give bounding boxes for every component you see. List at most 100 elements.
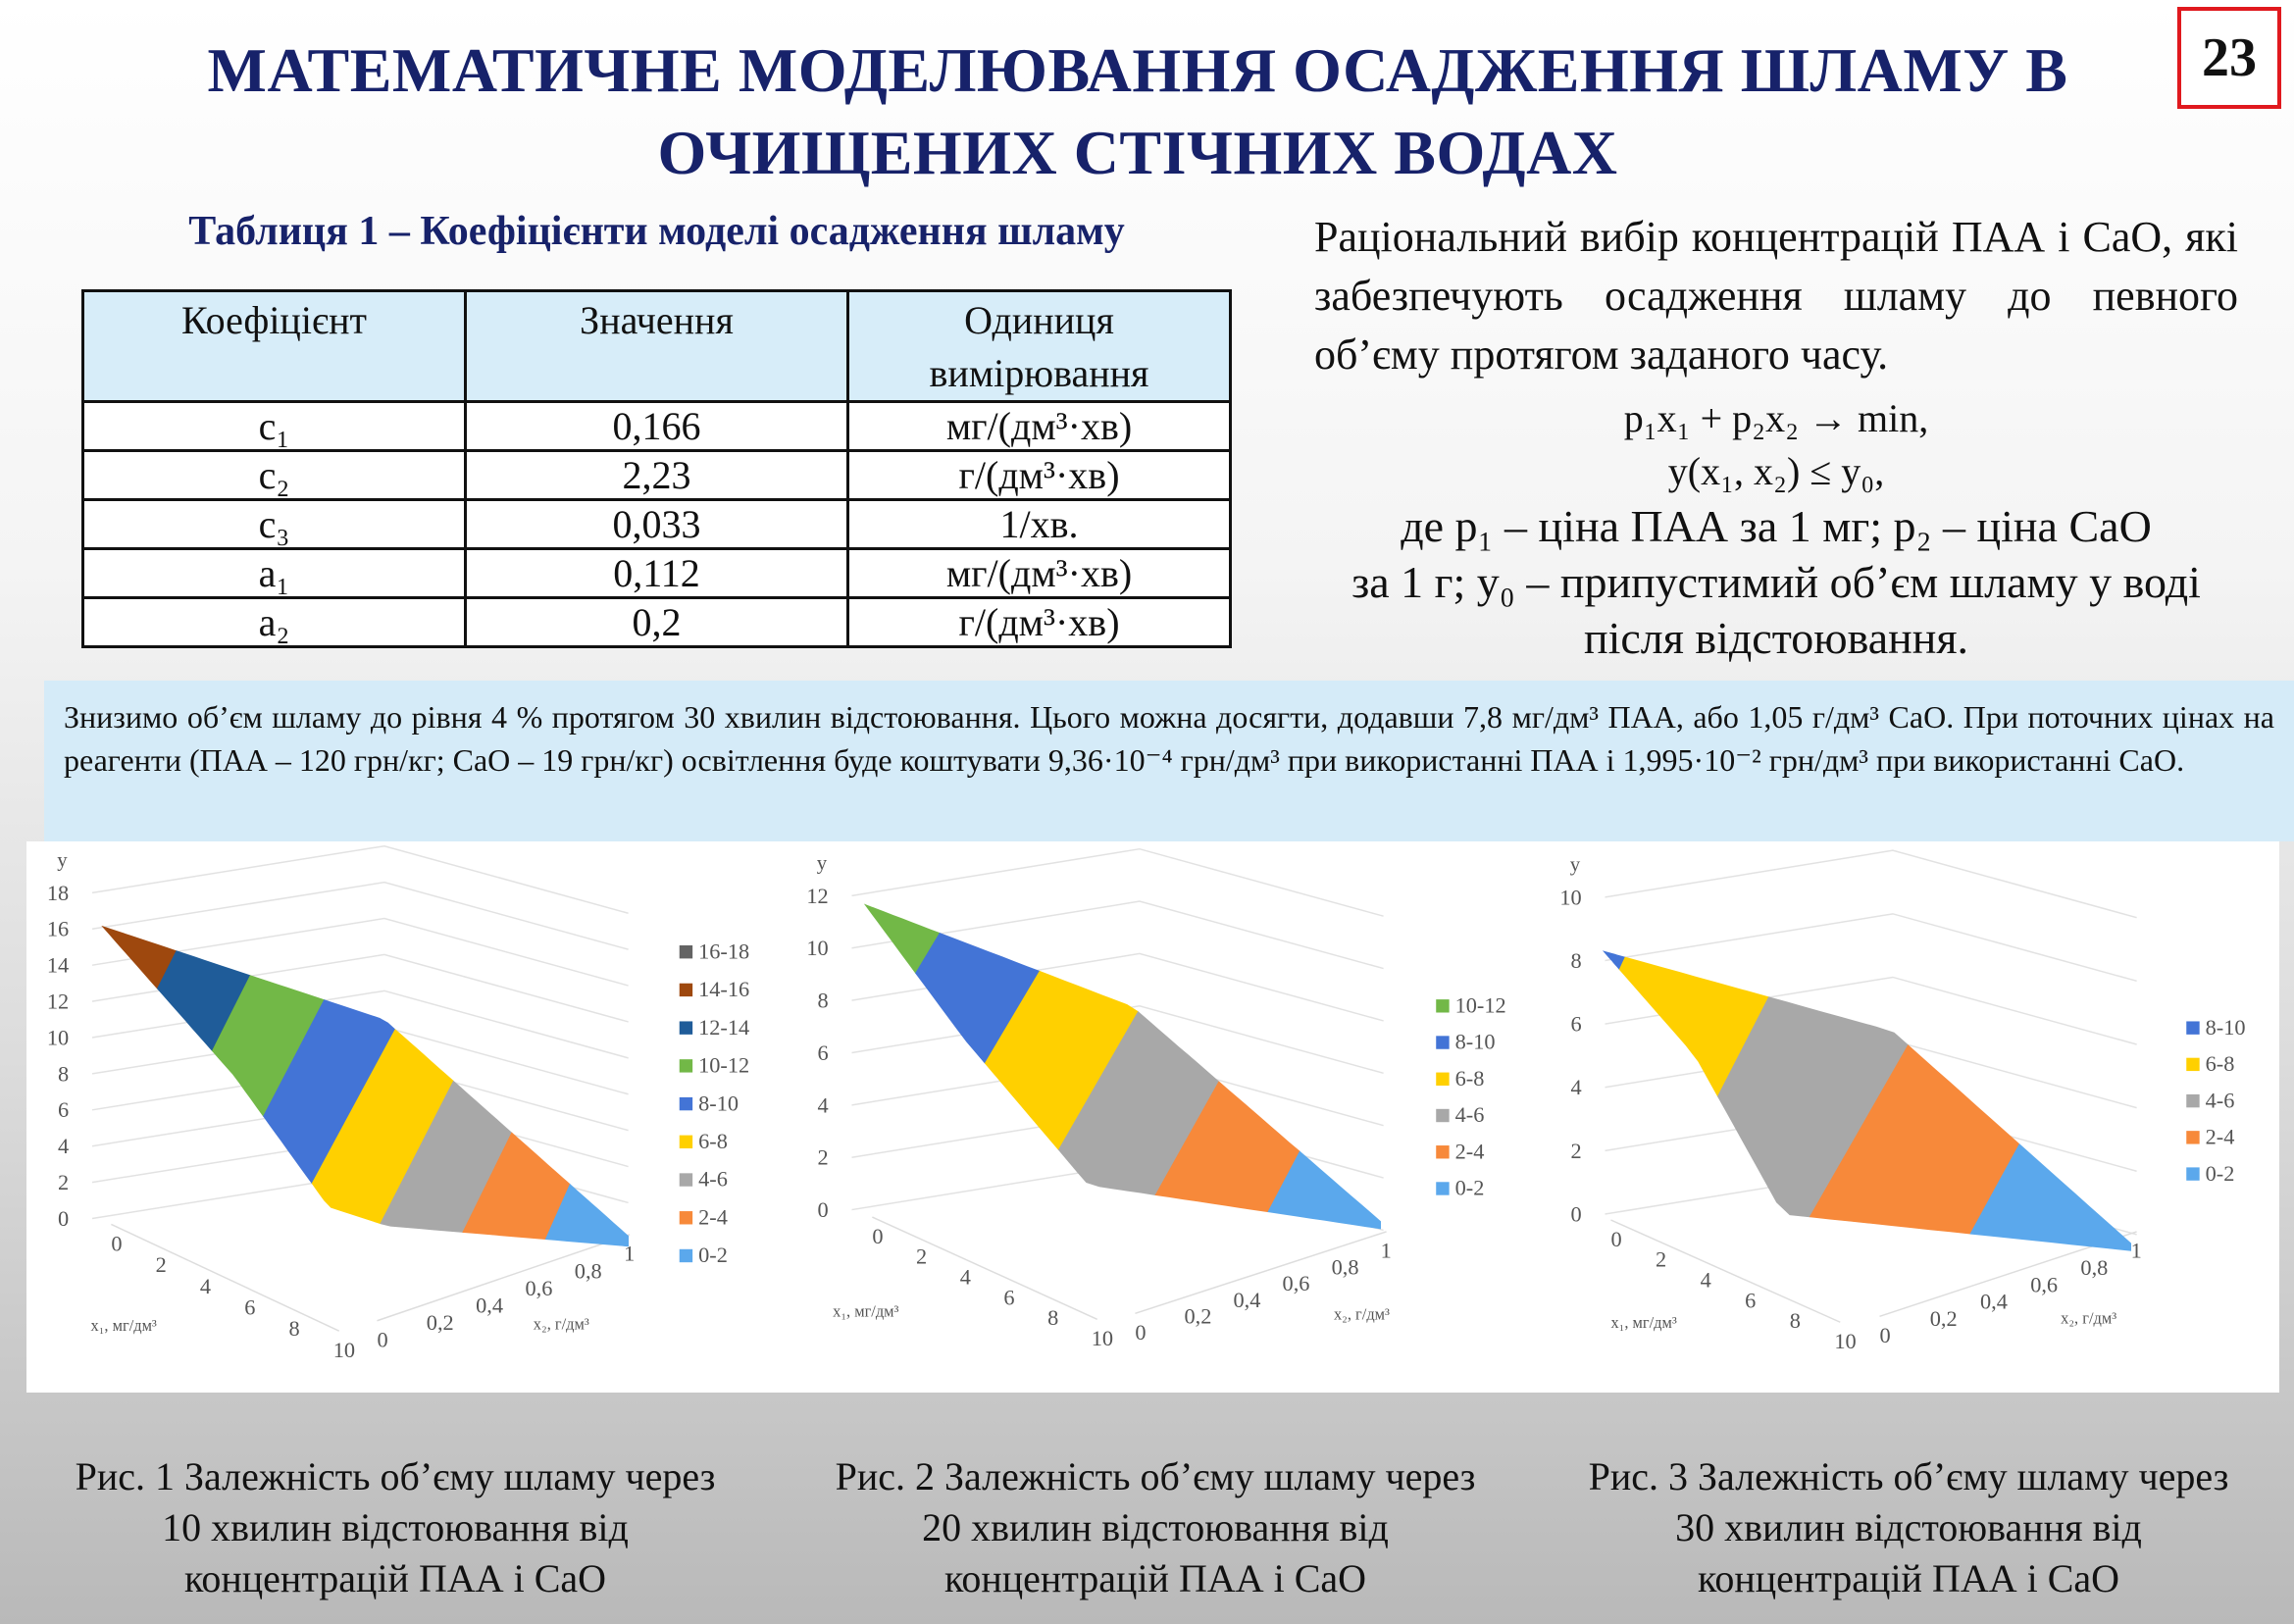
cell-unit: г/(дм³·хв) (846, 449, 1232, 501)
cell-coef: a₂ (81, 596, 467, 648)
cell-coef: a₁ (81, 547, 467, 599)
x1-axis-line (111, 1223, 340, 1332)
x2-tick-label: 0,8 (575, 1258, 602, 1283)
cell-coef: c₃ (81, 498, 467, 550)
cell-value: 0,166 (464, 400, 849, 452)
x2-tick-label: 0,8 (2080, 1255, 2108, 1280)
z-tick-label: 2 (817, 1145, 828, 1170)
figure-caption-2: Рис. 2 Залежність об’єму шламу через 20 … (835, 1454, 1476, 1600)
z-tick-label: 10 (1559, 885, 1581, 909)
x2-tick-label: 0 (1879, 1323, 1890, 1347)
gridline (1605, 913, 2137, 983)
z-tick-label: 8 (817, 989, 828, 1013)
z-tick-label: 0 (817, 1197, 828, 1222)
surface-chart-1: 0 2 4 6 8 10 12 14 16 18 y 0 2 4 6 8 10 0 0,2 0,4 0,6 0,8 1 x₁,… (47, 844, 749, 1362)
z-tick-label: 8 (58, 1061, 69, 1086)
legend-label: 8-10 (698, 1091, 739, 1115)
surface-band-0-2 (1267, 1150, 1382, 1230)
legend-label: 0-2 (698, 1243, 728, 1267)
z-tick-label: 18 (47, 881, 69, 905)
table-caption: Таблиця 1 – Коефіцієнти моделі осадження… (188, 209, 1125, 254)
legend-label: 10-12 (1455, 993, 1506, 1018)
legend-swatch (1436, 1072, 1450, 1086)
formula-explanation-1: де p₁ – ціна ПАА за 1 мг; p₂ – ціна CaO (1401, 501, 2152, 551)
z-tick-label: 12 (806, 884, 828, 908)
surface-chart-2: 0 2 4 6 8 10 12 y 0 2 4 6 8 10 0 0,2 0,4 0,6 0,8 1 x₁, мг/дм… (806, 847, 1506, 1350)
x1-axis-line (872, 1216, 1098, 1320)
legend-swatch (679, 983, 693, 997)
x2-tick-label: 0,8 (1332, 1254, 1359, 1279)
charts-panel: 0 2 4 6 8 10 12 14 16 18 y 0 2 4 6 8 10 0 0,2 0,4 0,6 0,8 1 x₁,… (26, 841, 2279, 1393)
legend-label: 6-8 (1455, 1066, 1485, 1091)
x1-tick-label: 2 (156, 1252, 167, 1277)
table-row: a₂ 0,2 г/(дм³·хв) (81, 596, 1232, 648)
z-tick-label: 0 (58, 1206, 69, 1231)
table-row: c₂ 2,23 г/(дм³·хв) (81, 449, 1232, 501)
cell-coef: c₁ (81, 400, 467, 452)
legend-swatch (2186, 1057, 2200, 1072)
x2-tick-label: 0,4 (1980, 1290, 2008, 1314)
surface-chart-3: 0 2 4 6 8 10 y 0 2 4 6 8 10 0 0,2 0,4 0,6 0,8 1 x₁, мг/дм³ x… (1559, 849, 2246, 1353)
legend-swatch (1436, 1036, 1450, 1049)
x1-tick-label: 6 (1745, 1288, 1756, 1312)
gridline (91, 881, 629, 950)
x1-tick-label: 10 (1092, 1326, 1113, 1350)
legend-label: 2-4 (698, 1204, 728, 1229)
title-line-2: ОЧИЩЕНИХ СТІЧНИХ ВОДАХ (657, 118, 1618, 187)
x2-tick-label: 0,2 (427, 1310, 454, 1335)
title-line-1: МАТЕМАТИЧНЕ МОДЕЛЮВАННЯ ОСАДЖЕННЯ ШЛАМУ … (207, 35, 2068, 105)
z-tick-label: 10 (806, 936, 828, 960)
figure-caption-3: Рис. 3 Залежність об’єму шламу через 30 … (1588, 1454, 2229, 1600)
table-header-row: Коефіцієнт Значення Одиниця вимірювання (81, 289, 1232, 403)
legend-swatch (1436, 1108, 1450, 1123)
constraint-formula: y(x₁, x₂) ≤ y₀, (1667, 449, 1885, 493)
legend-swatch (679, 1059, 693, 1073)
z-tick-label: 8 (1570, 948, 1581, 973)
objective-formula: p₁x₁ + p₂x₂ → min, (1623, 396, 1929, 440)
z-tick-label: 4 (1570, 1075, 1581, 1099)
cell-coef: c₂ (81, 449, 467, 501)
x1-tick-label: 0 (872, 1224, 883, 1248)
legend-swatch (1436, 1182, 1450, 1195)
z-tick-label: 4 (58, 1134, 69, 1158)
page-number: 23 (2177, 7, 2281, 109)
x2-tick-label: 0,6 (2030, 1272, 2058, 1296)
legend-swatch (2186, 1131, 2200, 1144)
gridline (851, 847, 1384, 917)
cell-unit: мг/(дм³·хв) (846, 547, 1232, 599)
legend-label: 12-14 (698, 1015, 749, 1040)
legend-label: 14-16 (698, 977, 749, 1001)
cell-value: 0,033 (464, 498, 849, 550)
legend-swatch (1436, 1145, 1450, 1159)
x2-axis-label: x₂, г/дм³ (1334, 1304, 1390, 1323)
legend-swatch (679, 1173, 693, 1187)
cell-value: 0,2 (464, 596, 849, 648)
cell-unit: мг/(дм³·хв) (846, 400, 1232, 452)
z-tick-label: 10 (47, 1025, 69, 1049)
legend-label: 4-6 (698, 1167, 728, 1192)
x1-tick-label: 2 (1656, 1247, 1666, 1272)
legend-label: 2-4 (2206, 1125, 2235, 1149)
x2-tick-label: 0,4 (1234, 1288, 1261, 1312)
x1-tick-label: 0 (111, 1231, 122, 1255)
z-axis-label: y (1570, 852, 1581, 876)
z-tick-label: 6 (58, 1097, 69, 1122)
cell-unit: 1/хв. (846, 498, 1232, 550)
legend-swatch (679, 1211, 693, 1225)
formula-explanation-3: після відстоювання. (1583, 613, 1969, 663)
legend-label: 10-12 (698, 1053, 749, 1078)
header-coefficient: Коефіцієнт (81, 289, 467, 403)
z-tick-label: 2 (58, 1170, 69, 1194)
coefficients-table: Коефіцієнт Значення Одиниця вимірювання … (81, 289, 1232, 648)
x1-tick-label: 0 (1610, 1227, 1621, 1251)
legend-swatch (2186, 1021, 2200, 1035)
figure-caption-1: Рис. 1 Залежність об’єму шламу через 10 … (75, 1454, 716, 1600)
x2-tick-label: 0 (377, 1328, 387, 1352)
gridline (91, 917, 629, 987)
legend-swatch (1436, 999, 1450, 1013)
legend-label: 2-4 (1455, 1139, 1485, 1163)
z-tick-label: 14 (47, 953, 69, 978)
x2-tick-label: 0,6 (525, 1276, 552, 1300)
legend-label: 4-6 (1455, 1102, 1485, 1127)
optimization-description: Раціональний вибір концентрацій ПАА і Ca… (1314, 213, 2238, 379)
